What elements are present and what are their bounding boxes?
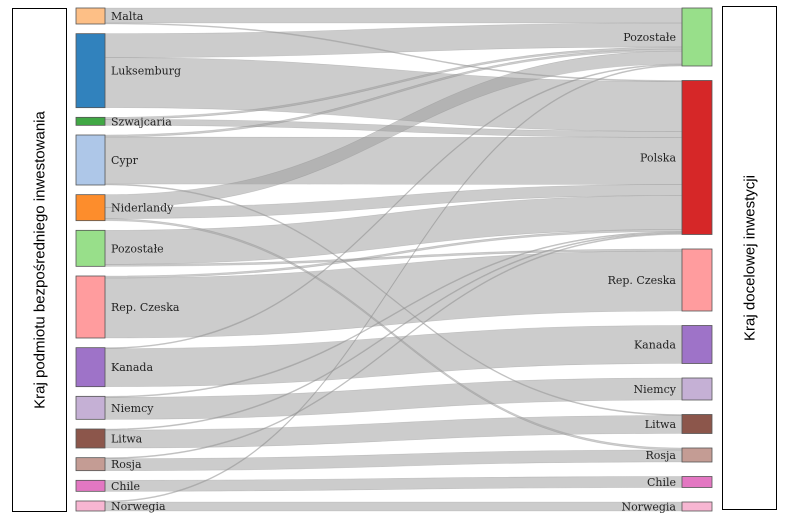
target-node-norwegia bbox=[681, 501, 713, 512]
target-label-norwegia: Norwegia bbox=[621, 501, 676, 514]
source-label-kanada: Kanada bbox=[111, 361, 153, 374]
source-node-niemcy bbox=[75, 395, 106, 420]
source-label-rosja: Rosja bbox=[111, 458, 142, 471]
nodes-layer bbox=[75, 7, 713, 512]
target-label-rep-czeska: Rep. Czeska bbox=[608, 274, 677, 287]
target-node-rep-czeska bbox=[681, 248, 713, 312]
source-label-cypr: Cypr bbox=[111, 154, 139, 167]
source-node-litwa bbox=[75, 428, 106, 449]
target-node-rosja bbox=[681, 447, 713, 463]
target-label-chile: Chile bbox=[647, 476, 676, 489]
source-node-malta bbox=[75, 7, 106, 25]
target-node-kanada bbox=[681, 325, 713, 364]
target-node-litwa bbox=[681, 414, 713, 434]
source-label-pozostale: Pozostałe bbox=[111, 242, 164, 255]
source-node-chile bbox=[75, 479, 106, 492]
source-node-szwajcaria bbox=[75, 116, 106, 126]
right-axis-title-box: Kraj docelowej inwestycji bbox=[722, 6, 777, 510]
target-label-pozostale: Pozostałe bbox=[623, 31, 676, 44]
source-node-rep-czeska bbox=[75, 275, 106, 339]
source-label-niemcy: Niemcy bbox=[111, 402, 154, 415]
target-label-kanada: Kanada bbox=[634, 339, 676, 352]
target-label-rosja: Rosja bbox=[645, 449, 676, 462]
link-rosja-to-rosja bbox=[104, 449, 683, 471]
link-norwegia-to-norwegia bbox=[104, 501, 683, 512]
labels-layer: Malta Luksemburg Szwajcaria Cypr Niderlandy P… bbox=[111, 10, 677, 514]
source-node-norwegia bbox=[75, 500, 106, 512]
source-label-litwa: Litwa bbox=[111, 433, 143, 446]
target-label-litwa: Litwa bbox=[645, 418, 677, 431]
target-label-niemcy: Niemcy bbox=[634, 383, 677, 396]
target-node-chile bbox=[681, 476, 713, 488]
target-node-pozostale bbox=[681, 7, 713, 67]
link-chile-to-chile bbox=[104, 476, 683, 492]
links-layer bbox=[104, 7, 683, 512]
source-label-szwajcaria: Szwajcaria bbox=[111, 115, 172, 128]
source-label-malta: Malta bbox=[111, 10, 144, 23]
link-malta-to-pozostale bbox=[104, 7, 683, 24]
source-node-rosja bbox=[75, 457, 106, 472]
source-label-rep-czeska: Rep. Czeska bbox=[111, 301, 180, 314]
link-cypr-to-polska bbox=[104, 136, 683, 185]
left-axis-title-box: Kraj podmiotu bezpośredniego inwestowani… bbox=[12, 8, 67, 512]
target-node-niemcy bbox=[681, 377, 713, 401]
source-node-luksemburg bbox=[75, 33, 106, 109]
link-litwa-to-litwa bbox=[104, 415, 683, 449]
source-node-pozostale bbox=[75, 229, 106, 267]
source-node-niderlandy bbox=[75, 194, 106, 222]
source-label-luksemburg: Luksemburg bbox=[111, 65, 181, 78]
source-label-niderlandy: Niderlandy bbox=[111, 202, 174, 215]
source-node-cypr bbox=[75, 134, 106, 186]
source-node-kanada bbox=[75, 347, 106, 388]
target-label-polska: Polska bbox=[640, 152, 676, 165]
target-node-polska bbox=[681, 80, 713, 235]
source-label-norwegia: Norwegia bbox=[111, 500, 166, 513]
source-label-chile: Chile bbox=[111, 480, 140, 493]
